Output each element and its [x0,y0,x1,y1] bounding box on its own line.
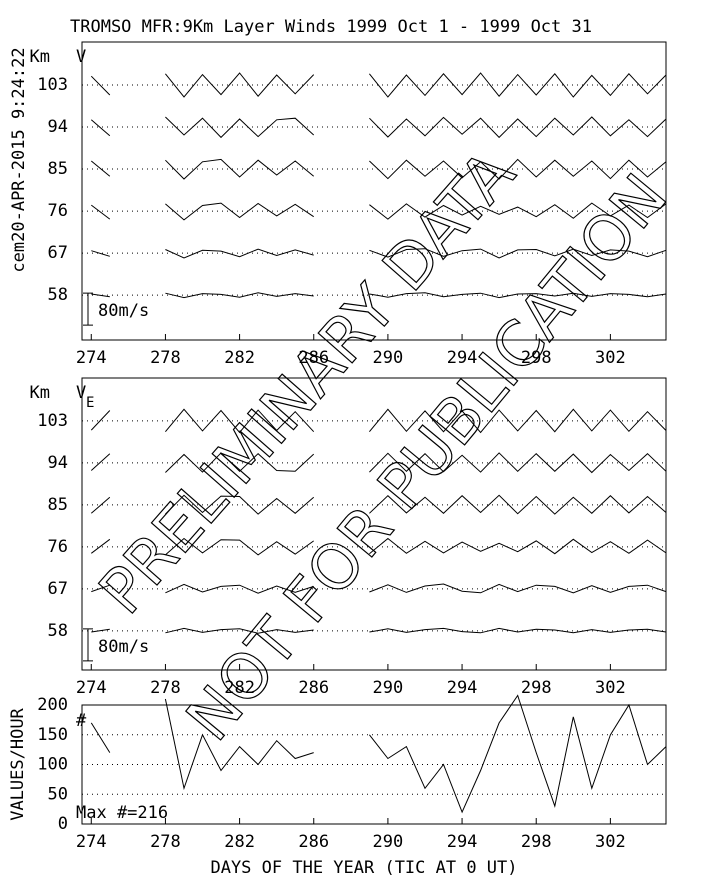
x-tick-label: 302 [595,832,626,852]
x-tick-label: 302 [595,348,626,368]
max-label: Max #=216 [76,803,168,823]
y-tick-label: 100 [37,755,68,775]
plot-frame [81,41,667,341]
y-tick-label: 67 [48,243,68,263]
x-axis-label: DAYS OF THE YEAR (TIC AT 0 UT) [210,858,517,877]
y-tick-label: 94 [48,117,68,137]
y-tick-label: 50 [48,784,68,804]
x-tick-label: 286 [298,348,329,368]
x-tick-label: 282 [224,348,255,368]
y-tick-label: 85 [48,495,68,515]
wind-trace [91,627,667,634]
x-tick-label: 298 [521,348,552,368]
wind-trace [90,452,667,474]
y-tick-label: 0 [58,814,68,834]
x-tick-label: 294 [447,832,478,852]
wind-trace [90,408,667,434]
chart-title: TROMSO MFR:9Km Layer Winds 1999 Oct 1 - … [70,17,592,37]
plot-frame [81,377,667,671]
y-axis-label: VALUES/HOUR [8,707,28,820]
side-label: cem20-APR-2015 9:24:22 [9,47,29,272]
y-tick-label: 76 [48,201,68,221]
y-tick-label: 67 [48,579,68,599]
x-tick-label: 298 [521,832,552,852]
x-tick-label: 286 [298,832,329,852]
x-tick-label: 298 [521,678,552,698]
y-tick-label: 200 [37,695,68,715]
y-tick-label: 76 [48,537,68,557]
y-tick-label: 103 [37,411,68,431]
wind-trace [90,72,667,98]
wind-trace [90,202,667,221]
x-tick-label: 278 [150,348,181,368]
plot-frame [81,704,667,825]
component-label: V [76,47,86,67]
y-tick-label: 150 [37,725,68,745]
wind-trace [90,116,667,139]
x-tick-label: 286 [298,678,329,698]
wind-trace [91,583,667,594]
x-tick-label: 282 [224,832,255,852]
wind-trace [90,494,667,515]
y-tick-label: 85 [48,159,68,179]
count-line [90,694,667,814]
unit-label: Km [30,383,50,403]
y-tick-label: 94 [48,453,68,473]
unit-label: Km [30,47,50,67]
x-tick-label: 278 [150,832,181,852]
wind-trace [90,158,667,180]
y-tick-label: 58 [48,621,68,641]
wind-trace [90,537,667,556]
x-tick-label: 294 [447,348,478,368]
x-tick-label: 274 [76,348,107,368]
x-tick-label: 290 [373,348,404,368]
scale-bar-label: 80m/s [98,301,149,321]
scale-bar [83,628,93,662]
scale-bar-label: 80m/s [98,637,149,657]
marker-label: # [76,711,87,731]
wind-trace [91,248,667,259]
x-tick-label: 290 [373,678,404,698]
x-tick-label: 274 [76,832,107,852]
component-label: V [76,383,86,403]
y-tick-label: 103 [37,75,68,95]
x-tick-label: 282 [224,678,255,698]
x-tick-label: 290 [373,832,404,852]
x-tick-label: 294 [447,678,478,698]
scale-bar [83,292,93,326]
x-tick-label: 278 [150,678,181,698]
wind-trace [91,292,667,299]
x-tick-label: 274 [76,678,107,698]
component-subscript: E [86,395,94,411]
y-tick-label: 58 [48,285,68,305]
x-tick-label: 302 [595,678,626,698]
